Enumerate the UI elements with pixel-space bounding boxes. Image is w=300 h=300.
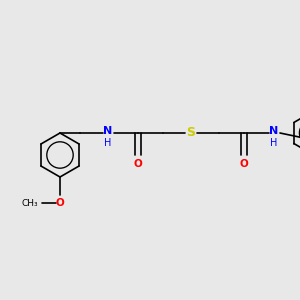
Text: N: N: [269, 126, 279, 136]
Text: CH₃: CH₃: [22, 199, 38, 208]
Text: O: O: [56, 198, 64, 208]
Text: O: O: [240, 159, 248, 169]
Text: N: N: [103, 126, 112, 136]
Text: S: S: [187, 127, 196, 140]
Text: H: H: [104, 138, 112, 148]
Text: O: O: [134, 159, 142, 169]
Text: H: H: [270, 138, 278, 148]
